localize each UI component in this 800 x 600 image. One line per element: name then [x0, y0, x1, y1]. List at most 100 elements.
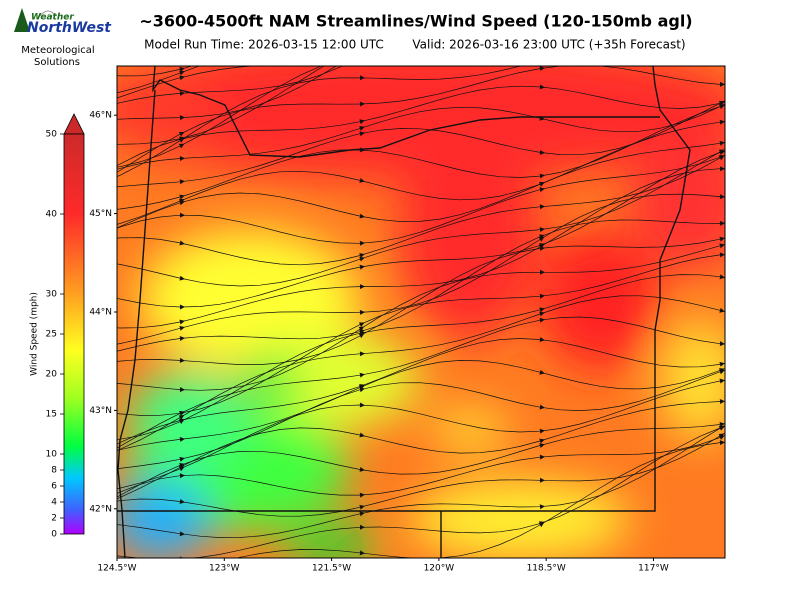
streamline-arrow [359, 264, 365, 270]
streamline-arrow [719, 440, 725, 446]
colorbar-tick-label: 15 [46, 410, 57, 420]
streamline-arrow [718, 433, 725, 439]
streamline [117, 426, 725, 558]
streamline-arrow [538, 236, 545, 242]
model-run: Model Run Time: 2026-03-15 12:00 UTC [144, 38, 384, 52]
streamline [117, 148, 725, 287]
colorbar-tick-label: 20 [46, 370, 58, 380]
streamline-arrow [539, 307, 545, 313]
streamline-arrow [179, 436, 185, 442]
streamline-arrow [539, 84, 545, 90]
logo-tagline: Solutions [34, 57, 80, 68]
streamline-arrow [179, 387, 185, 393]
streamline-arrow [359, 322, 365, 327]
streamline-arrow [179, 179, 185, 185]
streamline-arrow [719, 150, 725, 155]
streamline-arrow [359, 75, 365, 81]
valid-time: Valid: 2026-03-16 23:00 UTC (+35h Foreca… [412, 38, 685, 52]
streamline-arrow [539, 443, 545, 448]
streamline [117, 423, 725, 498]
streamline-arrow [179, 90, 185, 96]
colorbar-tick-label: 25 [46, 330, 57, 340]
streamline-arrow [359, 309, 365, 315]
streamline-arrow [719, 252, 725, 258]
lat-label: 43°N [89, 406, 112, 416]
streamline-arrow [719, 361, 725, 367]
map-axes: 124.5°W 123°W 121.5°W 120°W 118.5°W 117°W 46°N… [89, 111, 669, 574]
streamline-arrow [179, 194, 185, 200]
streamline [117, 425, 725, 538]
streamline-arrow [539, 404, 545, 410]
streamline-arrow [539, 293, 545, 299]
streamline-arrow [359, 253, 365, 258]
streamline-arrow [360, 52, 366, 58]
streamline-arrow [720, 1, 726, 7]
colorbar-tick-label: 4 [51, 498, 57, 508]
streamline [117, 85, 725, 167]
colorbar-tick-label: 8 [51, 466, 57, 476]
logo-brand-top: Weather [31, 13, 74, 23]
streamline-arrow [719, 307, 725, 313]
lon-label: 120°W [424, 564, 455, 574]
streamline [117, 66, 344, 104]
colorbar-tick-label: 50 [46, 130, 58, 140]
streamline-arrow [359, 213, 365, 219]
streamline-arrow [540, 30, 545, 35]
state-border [152, 66, 660, 158]
lat-label: 42°N [89, 504, 112, 514]
streamline-arrow [179, 75, 185, 81]
lon-label: 121.5°W [312, 564, 351, 574]
streamline-arrow [539, 438, 545, 444]
streamline-arrow [359, 511, 365, 517]
streamline-arrow [718, 155, 725, 161]
streamline-arrow [179, 137, 185, 142]
streamline-arrow [179, 499, 185, 504]
streamline-arrow [179, 531, 185, 537]
colorbar-tick-label: 40 [46, 210, 58, 220]
streamline-arrow [359, 466, 365, 472]
streamline-arrow [179, 335, 185, 341]
lat-label: 45°N [89, 209, 112, 219]
streamline-arrow [719, 422, 725, 427]
streamline-arrow [359, 372, 365, 378]
streamline-arrow [359, 240, 365, 246]
streamline-arrow [359, 119, 365, 125]
streamline-arrow [179, 70, 185, 76]
streamline-arrow [180, 52, 185, 57]
streamline [117, 66, 256, 99]
streamline [117, 338, 725, 445]
streamline-arrow [719, 194, 725, 200]
coastline [117, 89, 156, 558]
streamline-arrow [179, 319, 185, 325]
streamline-arrow [178, 465, 185, 470]
streamline-arrow [539, 57, 545, 63]
streamline-arrow [360, 31, 366, 37]
streamline-arrow [539, 204, 545, 210]
logo-tree [14, 8, 30, 32]
streamline-arrow [720, 51, 726, 57]
streamline-arrow [179, 156, 185, 162]
streamline [117, 316, 725, 449]
streamline-arrow [358, 326, 365, 332]
streamline-arrow [359, 432, 365, 438]
streamline-arrow [539, 311, 545, 317]
streamline [117, 434, 725, 496]
streamline-arrow [539, 504, 545, 510]
streamline-arrow [179, 463, 185, 468]
colorbar-tick-label: 30 [46, 290, 58, 300]
streamline-arrow [719, 119, 725, 125]
streamline-arrow [718, 101, 725, 106]
streamlines [117, 1, 726, 558]
streamline-arrow [359, 101, 365, 107]
lat-label: 46°N [89, 111, 112, 121]
logo: Weather NorthWest Meteorological Solutio… [14, 8, 112, 68]
streamline [117, 193, 725, 345]
streamline-arrow [539, 428, 545, 434]
streamline-arrow [719, 425, 725, 431]
lon-label: 118.5°W [527, 564, 566, 574]
streamline-arrow [359, 330, 365, 336]
streamline-arrow [359, 284, 365, 290]
streamline-arrow [179, 325, 185, 331]
streamline-arrow [179, 200, 185, 206]
